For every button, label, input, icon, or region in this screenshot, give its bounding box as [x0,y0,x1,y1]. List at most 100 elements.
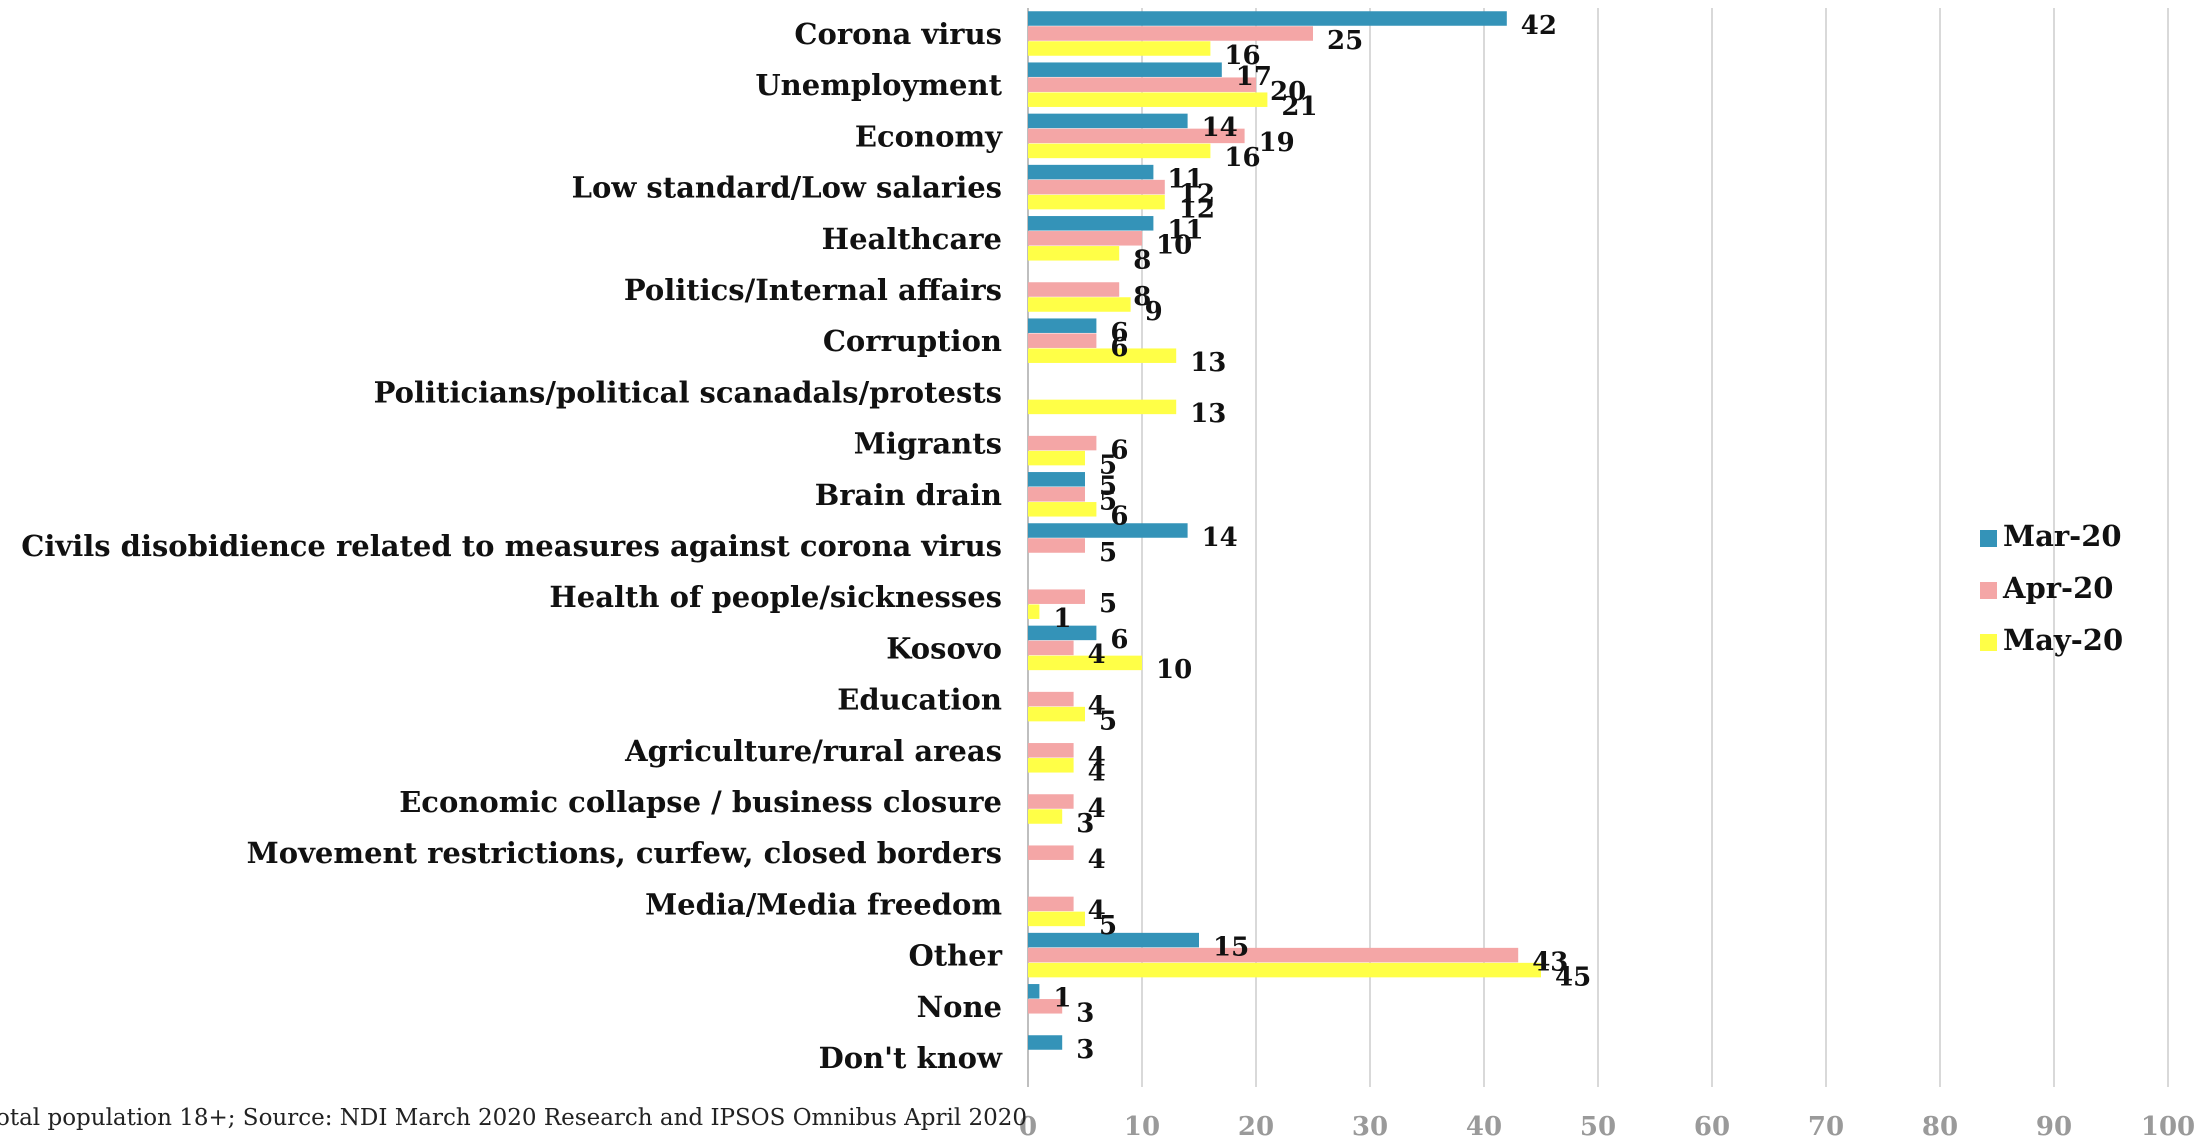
bar-apr-20 [1028,26,1313,41]
legend-label: Mar-20 [2003,519,2122,553]
bar-mar-20 [1028,164,1154,180]
bar-may-20 [1028,143,1211,159]
category-label: Politics/Internal affairs [624,273,1002,307]
bar-apr-20 [1028,282,1120,297]
category-label: Brain drain [815,478,1002,512]
data-label: 4 [1088,640,1106,670]
bar-apr-20 [1028,77,1256,92]
bar-may-20 [1028,706,1085,722]
data-label: 5 [1099,450,1117,480]
category-label: Health of people/sicknesses [549,580,1002,614]
data-label: 21 [1281,92,1317,122]
data-label: 6 [1110,502,1128,532]
bar-mar-20 [1028,523,1188,538]
bar-mar-20 [1028,625,1097,641]
category-label: Don't know [819,1041,1003,1075]
data-label: 6 [1110,435,1128,465]
data-label: 12 [1179,179,1215,209]
data-label: 11 [1167,216,1203,246]
legend-swatch [1980,634,1997,651]
category-label: Migrants [854,427,1002,461]
data-label: 4 [1088,794,1106,824]
x-tick-label: 30 [1352,1112,1388,1141]
data-label: 17 [1236,62,1272,92]
data-label: 8 [1133,246,1151,276]
bar-mar-20 [1028,932,1199,948]
bar-apr-20 [1028,794,1074,809]
bar-apr-20 [1028,589,1085,604]
data-label: 5 [1099,538,1117,568]
x-tick-label: 0 [1019,1112,1037,1141]
bar-may-20 [1028,911,1085,927]
data-label: 10 [1156,655,1192,685]
bar-may-20 [1028,502,1097,517]
bar-may-20 [1028,450,1085,466]
x-tick-label: 70 [1808,1112,1844,1141]
category-label: Economic collapse / business closure [399,785,1002,819]
category-label: Corruption [823,324,1002,358]
data-label: 12 [1179,194,1215,224]
source-note: otal population 18+; Source: NDI March 2… [0,1105,1027,1131]
bar-apr-20 [1028,845,1074,860]
x-axis-ticks: 0 10 20 30 40 50 60 70 80 90 100 [1019,1112,2195,1141]
category-label: Healthcare [822,222,1002,256]
legend-swatch [1980,530,1997,547]
data-label: 10 [1156,231,1192,261]
category-label: Corona virus [794,17,1002,51]
bar-mar-20 [1028,62,1222,77]
bar-may-20 [1028,348,1177,363]
category-label: Economy [855,119,1003,153]
data-label: 4 [1088,896,1106,926]
data-label: 42 [1521,11,1557,41]
data-label: 1 [1053,604,1071,634]
bar-may-20 [1028,655,1142,671]
bar-may-20 [1028,399,1177,415]
bar-mar-20 [1028,113,1188,129]
x-tick-label: 60 [1694,1112,1730,1141]
data-label: 6 [1110,625,1128,655]
bar-apr-20 [1028,487,1085,502]
data-label: 20 [1270,77,1306,107]
data-label: 16 [1224,143,1260,173]
bar-apr-20 [1028,231,1142,246]
bar-apr-20 [1028,435,1097,451]
bar-mar-20 [1028,472,1085,487]
bar-apr-20 [1028,128,1245,144]
category-label: Agriculture/rural areas [624,734,1002,768]
bar-apr-20 [1028,743,1074,758]
bar-apr-20 [1028,333,1097,348]
bar-may-20 [1028,92,1268,107]
data-label: 4 [1088,845,1106,875]
data-label: 1 [1053,984,1071,1014]
bar-apr-20 [1028,999,1063,1014]
category-label: Civils disobidience related to measures … [21,529,1002,563]
data-label: 9 [1145,297,1163,327]
data-label: 5 [1099,487,1117,517]
data-label: 14 [1202,523,1238,553]
bar-may-20 [1028,809,1063,824]
data-label: 6 [1110,333,1128,363]
x-tick-label: 10 [1124,1112,1160,1141]
data-label: 8 [1133,282,1151,312]
data-label: 5 [1099,472,1117,502]
legend-label: May-20 [2003,623,2123,657]
category-label: Education [837,683,1002,717]
legend-swatch [1980,582,1997,599]
data-label: 13 [1190,348,1226,378]
data-label: 5 [1099,911,1117,941]
data-label: 5 [1099,706,1117,736]
bar-may-20 [1028,962,1541,978]
legend-label: Apr-20 [2002,571,2113,605]
data-label: 3 [1076,999,1094,1029]
bar-mar-20 [1028,318,1097,333]
x-tick-label: 80 [1922,1112,1958,1141]
x-tick-label: 40 [1466,1112,1502,1141]
category-label: Kosovo [886,631,1002,665]
bar-mar-20 [1028,11,1507,26]
bar-may-20 [1028,194,1165,210]
data-label: 15 [1213,932,1249,962]
data-label: 43 [1532,947,1568,977]
data-label: 6 [1110,318,1128,348]
